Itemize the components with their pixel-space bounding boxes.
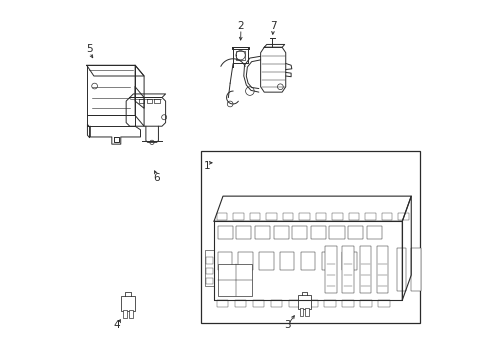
- Bar: [280, 252, 294, 270]
- Bar: [217, 252, 231, 270]
- Bar: [378, 300, 389, 307]
- Bar: [366, 226, 381, 239]
- Text: 6: 6: [153, 173, 160, 183]
- Bar: [306, 300, 317, 307]
- Bar: [300, 252, 314, 270]
- Bar: [425, 248, 434, 291]
- Bar: [331, 213, 342, 220]
- Bar: [216, 213, 227, 220]
- Bar: [321, 252, 335, 270]
- Bar: [342, 300, 353, 307]
- Bar: [376, 246, 387, 293]
- Bar: [292, 226, 306, 239]
- Bar: [121, 296, 135, 311]
- Bar: [201, 151, 419, 323]
- Bar: [299, 213, 309, 220]
- Bar: [381, 213, 392, 220]
- Text: 7: 7: [269, 21, 276, 31]
- Text: 4: 4: [114, 320, 120, 330]
- Bar: [365, 213, 375, 220]
- Bar: [348, 213, 359, 220]
- Bar: [233, 213, 244, 220]
- Bar: [217, 226, 232, 239]
- Bar: [410, 248, 420, 291]
- Bar: [252, 300, 264, 307]
- Bar: [299, 309, 303, 316]
- Bar: [236, 226, 251, 239]
- Bar: [204, 250, 214, 286]
- Text: 1: 1: [203, 161, 210, 171]
- Bar: [342, 246, 353, 293]
- Bar: [282, 213, 293, 220]
- Bar: [206, 267, 212, 274]
- Bar: [310, 226, 325, 239]
- Bar: [270, 300, 282, 307]
- Bar: [217, 300, 228, 307]
- Text: 2: 2: [237, 21, 244, 31]
- Bar: [249, 213, 260, 220]
- Bar: [206, 278, 212, 284]
- Bar: [265, 213, 276, 220]
- Bar: [315, 213, 326, 220]
- Bar: [238, 252, 252, 270]
- Bar: [359, 246, 370, 293]
- Bar: [360, 300, 371, 307]
- Bar: [288, 300, 300, 307]
- Bar: [254, 226, 269, 239]
- Bar: [297, 295, 310, 309]
- Bar: [342, 252, 356, 270]
- Bar: [329, 226, 344, 239]
- Bar: [259, 252, 273, 270]
- Bar: [129, 310, 133, 318]
- Bar: [234, 300, 246, 307]
- Bar: [325, 246, 336, 293]
- Text: 5: 5: [86, 44, 93, 54]
- Bar: [206, 257, 212, 264]
- Bar: [397, 213, 408, 220]
- Text: 3: 3: [284, 320, 290, 330]
- Bar: [396, 248, 406, 291]
- Bar: [324, 300, 335, 307]
- Bar: [217, 264, 251, 296]
- Bar: [273, 226, 288, 239]
- Bar: [347, 226, 363, 239]
- Bar: [122, 310, 126, 318]
- Bar: [305, 309, 308, 316]
